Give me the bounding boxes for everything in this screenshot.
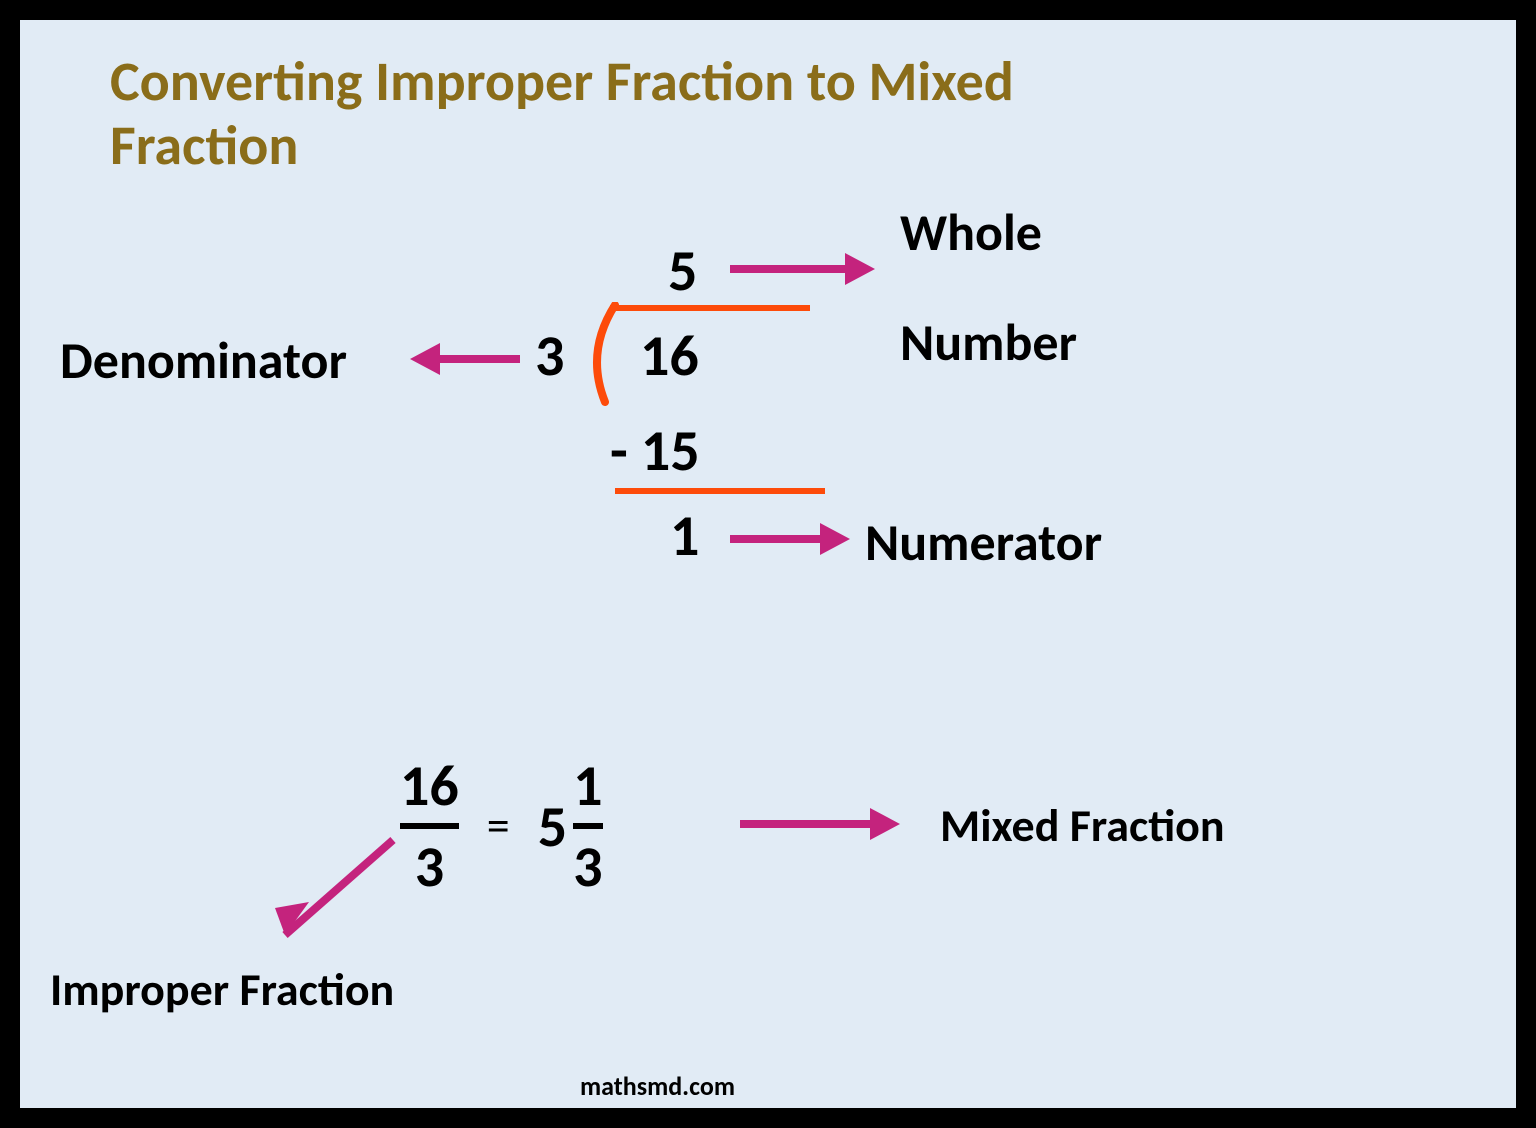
fraction-bar-2 xyxy=(573,823,602,829)
dividend: 16 xyxy=(640,320,699,391)
arrow-improper-pointer xyxy=(245,830,415,970)
footer-credit: mathsmd.com xyxy=(580,1070,735,1102)
mixed-fraction-part: 1 3 xyxy=(573,750,602,902)
mixed-whole: 5 xyxy=(538,791,567,862)
division-top-line xyxy=(610,305,810,311)
fraction-bar-1 xyxy=(400,823,459,829)
diagram-frame: Converting Improper Fraction to Mixed Fr… xyxy=(18,18,1518,1110)
mixed-fraction-label: Mixed Fraction xyxy=(940,798,1225,854)
mixed-denominator: 3 xyxy=(573,831,602,902)
subtraction-line xyxy=(615,488,825,494)
improper-numerator: 16 xyxy=(400,750,459,821)
quotient: 5 xyxy=(668,235,697,306)
mixed-number: 5 1 3 xyxy=(538,750,603,902)
equation: 16 3 = 5 1 3 xyxy=(400,750,603,902)
improper-fraction-label: Improper Fraction xyxy=(50,962,394,1018)
divisor: 3 xyxy=(535,320,564,391)
partial-product: - 15 xyxy=(610,415,700,486)
whole-number-label-1: Whole xyxy=(900,200,1042,264)
division-bracket xyxy=(575,302,625,412)
denominator-label: Denominator xyxy=(60,328,347,392)
page-title: Converting Improper Fraction to Mixed Fr… xyxy=(110,50,1210,179)
improper-denominator: 3 xyxy=(415,831,444,902)
mixed-numerator: 1 xyxy=(573,750,602,821)
numerator-label: Numerator xyxy=(865,510,1102,574)
remainder: 1 xyxy=(670,500,699,571)
whole-number-label-2: Number xyxy=(900,310,1077,374)
equals-sign: = xyxy=(487,798,510,854)
